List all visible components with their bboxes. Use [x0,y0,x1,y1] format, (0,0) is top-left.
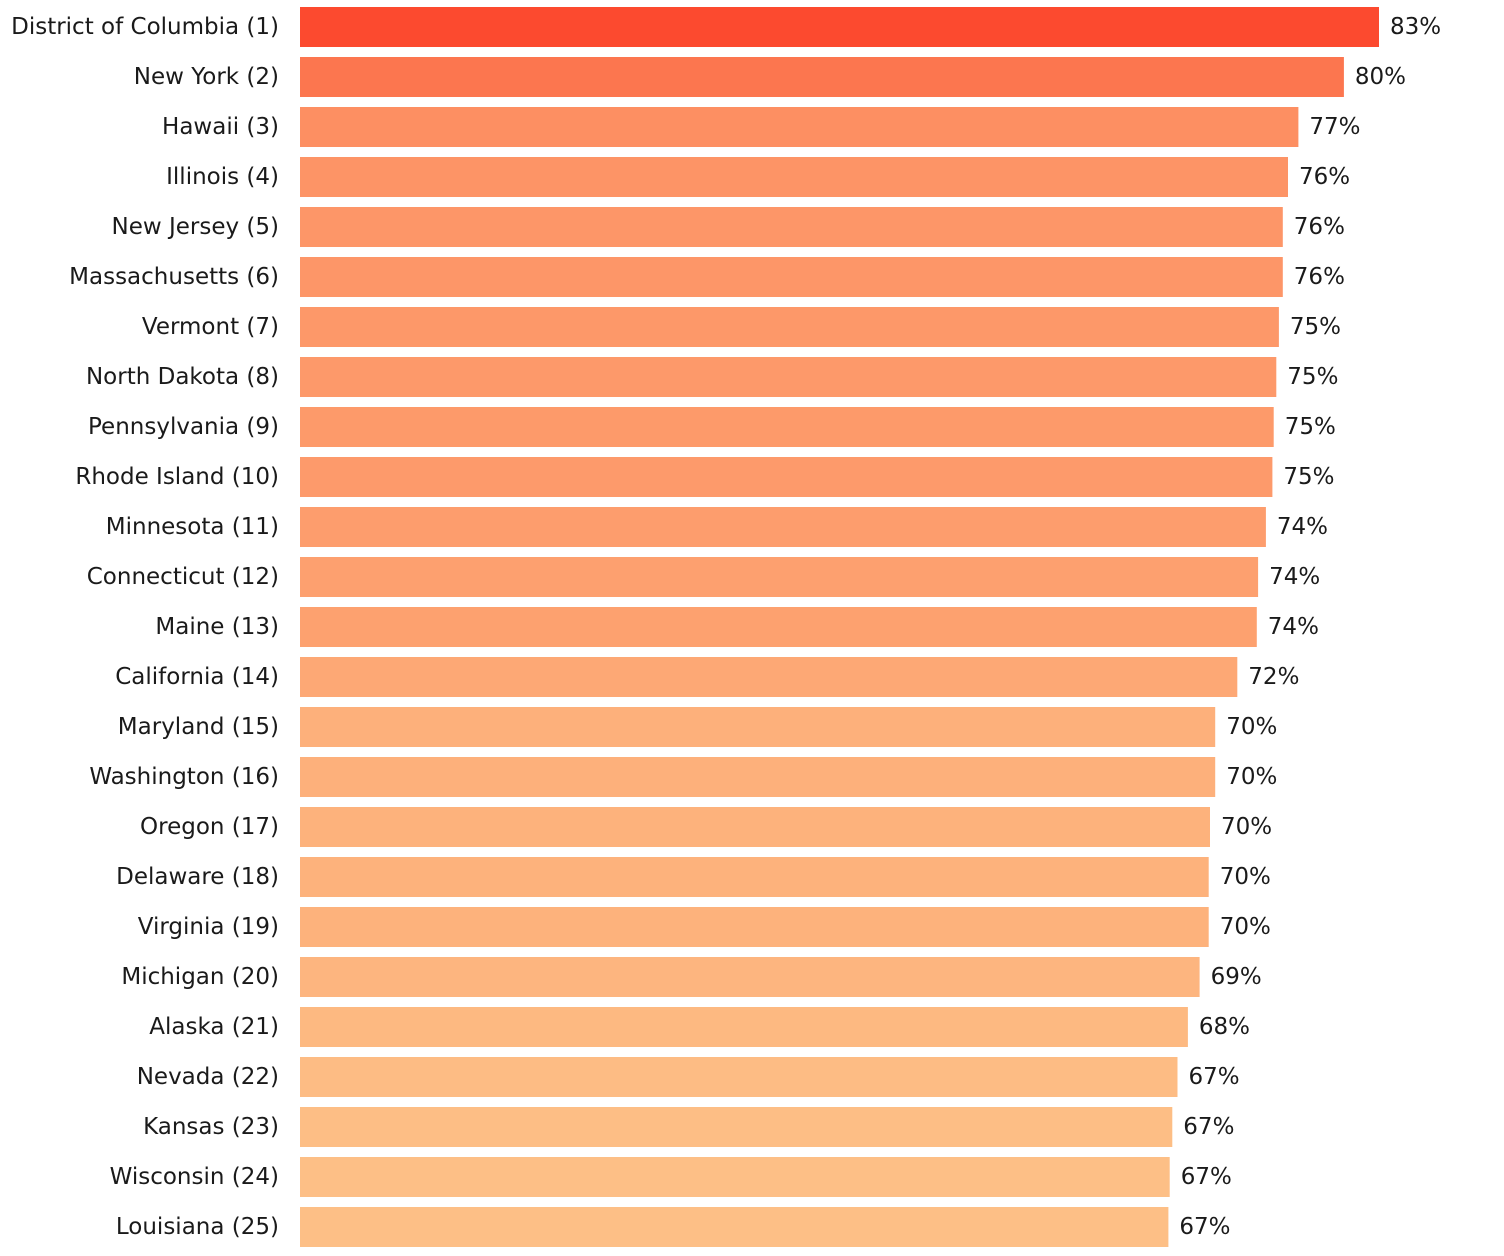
category-label: Pennsylvania (9) [88,414,279,440]
bar [300,357,1277,397]
category-label: New York (2) [134,64,279,90]
bar [300,807,1210,847]
bar [300,257,1283,297]
bar [300,1057,1178,1097]
value-label: 75% [1290,314,1341,340]
category-label: Nevada (22) [137,1064,279,1090]
value-labels-group: 83% 80% 77% 76% 76% 76% 75% 75% 75% 75% 74% 74% 74% 7… [1179,14,1441,1240]
bar [300,557,1259,597]
value-label: 67% [1179,1214,1230,1240]
bar [300,107,1299,147]
category-label: Michigan (20) [121,964,279,990]
bar [300,57,1344,97]
category-label: Delaware (18) [116,864,279,890]
category-label: Maryland (15) [118,714,279,740]
category-label: Oregon (17) [140,814,279,840]
value-label: 76% [1299,164,1350,190]
category-label: Rhode Island (10) [75,464,279,490]
value-label: 70% [1220,864,1271,890]
bar [300,7,1379,47]
value-label: 67% [1181,1164,1232,1190]
value-label: 75% [1287,364,1338,390]
value-label: 74% [1277,514,1328,540]
category-label: Virginia (19) [138,914,279,940]
bar [300,1207,1169,1247]
value-label: 70% [1221,814,1272,840]
bar [300,957,1200,997]
bar [300,907,1209,947]
category-label: Wisconsin (24) [110,1164,279,1190]
category-label: Alaska (21) [149,1014,279,1040]
category-label: Illinois (4) [166,164,279,190]
value-label: 76% [1294,264,1345,290]
bar [300,707,1216,747]
value-label: 67% [1183,1114,1234,1140]
category-label: North Dakota (8) [86,364,279,390]
category-label: Maine (13) [155,614,279,640]
category-label: California (14) [115,664,279,690]
value-label: 74% [1269,564,1320,590]
value-label: 77% [1309,114,1360,140]
category-label: Minnesota (11) [106,514,279,540]
value-label: 76% [1294,214,1345,240]
category-label: Washington (16) [89,764,279,790]
value-label: 70% [1226,714,1277,740]
bar [300,507,1266,547]
bar [300,1157,1170,1197]
category-label: Connecticut (12) [87,564,279,590]
category-label: Massachusetts (6) [69,264,279,290]
category-label: Kansas (23) [143,1114,279,1140]
value-label: 72% [1248,664,1299,690]
bar [300,657,1238,697]
bar [300,307,1279,347]
bar [300,607,1257,647]
category-label: Louisiana (25) [116,1214,279,1240]
category-label: New Jersey (5) [111,214,279,240]
value-label: 69% [1211,964,1262,990]
category-label: Vermont (7) [142,314,279,340]
bar [300,207,1283,247]
bar [300,1007,1188,1047]
category-label: District of Columbia (1) [11,14,279,40]
value-label: 67% [1189,1064,1240,1090]
value-label: 83% [1390,14,1441,40]
value-label: 70% [1226,764,1277,790]
value-label: 75% [1283,464,1334,490]
bar [300,407,1274,447]
value-label: 74% [1268,614,1319,640]
bars-group [300,7,1379,1247]
value-label: 80% [1355,64,1406,90]
bar [300,757,1216,797]
bar [300,1107,1173,1147]
value-label: 68% [1199,1014,1250,1040]
value-label: 70% [1220,914,1271,940]
bar [300,857,1209,897]
value-label: 75% [1285,414,1336,440]
bar [300,457,1273,497]
bar [300,157,1288,197]
category-label: Hawaii (3) [162,114,279,140]
category-labels-group: District of Columbia (1) New York (2) Hawa… [11,14,279,1240]
